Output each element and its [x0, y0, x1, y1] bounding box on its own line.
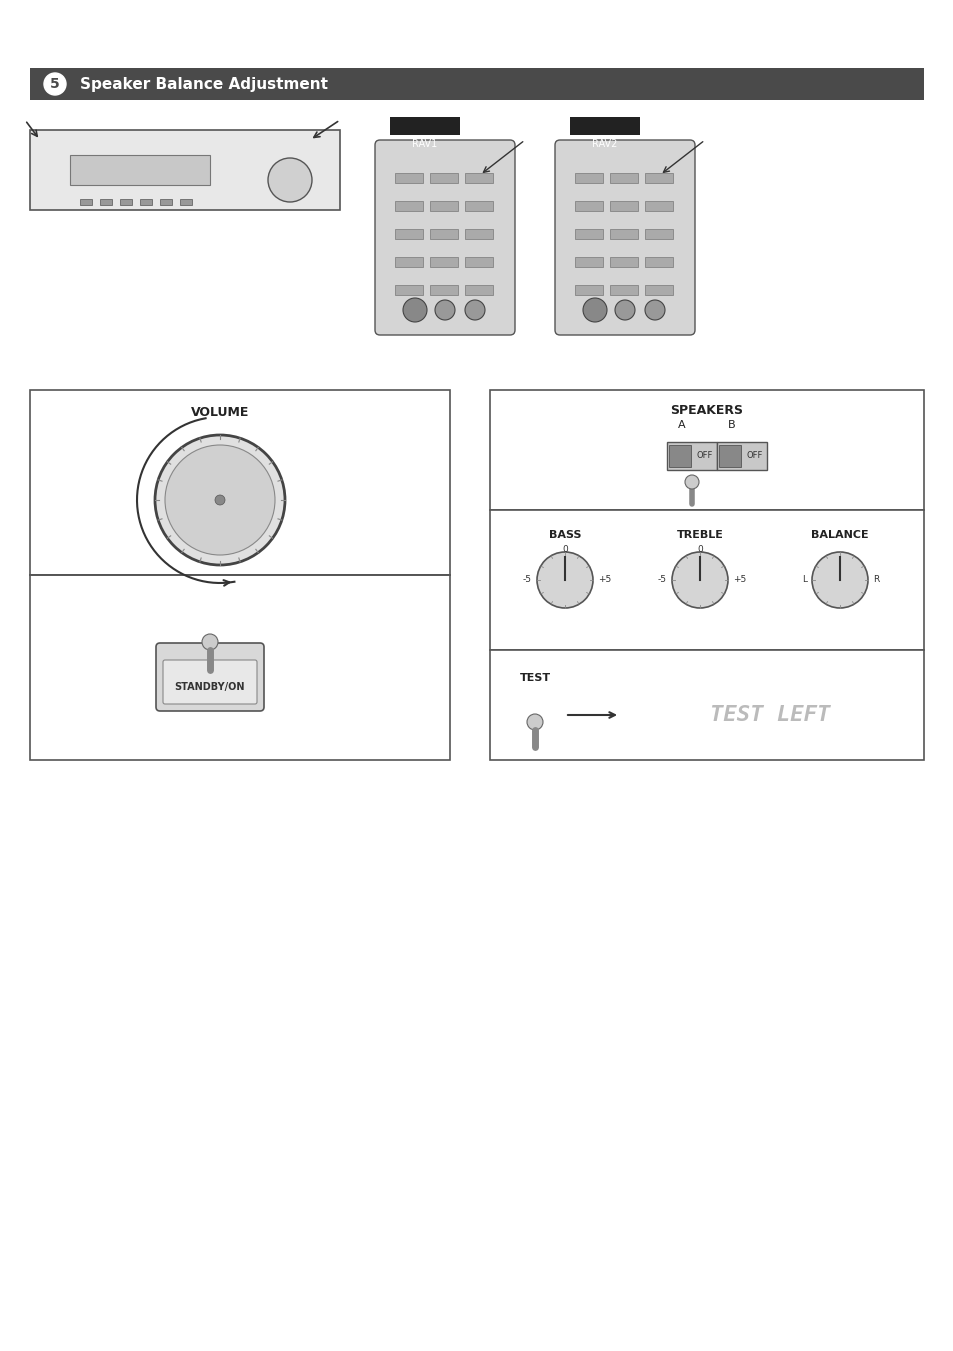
Text: Speaker Balance Adjustment: Speaker Balance Adjustment	[80, 77, 328, 92]
Bar	[430, 201, 457, 211]
Bar	[490, 509, 923, 650]
Text: STANDBY/ON: STANDBY/ON	[174, 682, 245, 692]
Bar	[160, 199, 172, 205]
Circle shape	[165, 444, 274, 555]
Bar	[30, 130, 339, 209]
Text: 0: 0	[561, 546, 567, 554]
Bar	[644, 173, 672, 182]
Bar	[644, 230, 672, 239]
Text: A: A	[678, 420, 685, 430]
Circle shape	[154, 435, 285, 565]
FancyBboxPatch shape	[163, 661, 256, 704]
Bar	[30, 68, 923, 100]
Circle shape	[537, 553, 593, 608]
Bar	[395, 201, 422, 211]
Bar	[464, 257, 493, 267]
Text: OFF: OFF	[696, 451, 713, 461]
Bar	[609, 173, 638, 182]
Circle shape	[526, 713, 542, 730]
Bar	[180, 199, 192, 205]
Text: -5: -5	[522, 576, 532, 585]
Bar	[464, 230, 493, 239]
Bar	[609, 201, 638, 211]
Bar	[430, 173, 457, 182]
Bar	[464, 201, 493, 211]
Bar	[430, 230, 457, 239]
Bar	[644, 285, 672, 295]
Text: TREBLE: TREBLE	[676, 530, 722, 540]
Text: RAV1: RAV1	[412, 139, 437, 149]
Text: L: L	[801, 576, 806, 585]
Circle shape	[214, 494, 225, 505]
Circle shape	[684, 476, 699, 489]
Bar	[609, 230, 638, 239]
Bar	[30, 390, 450, 576]
Bar	[430, 285, 457, 295]
Text: RAV2: RAV2	[592, 139, 617, 149]
Bar	[430, 257, 457, 267]
Text: BALANCE: BALANCE	[810, 530, 868, 540]
Text: SPEAKERS: SPEAKERS	[670, 404, 742, 416]
Text: 5: 5	[51, 77, 60, 91]
Bar	[569, 118, 639, 135]
Text: 0: 0	[697, 546, 702, 554]
Bar	[120, 199, 132, 205]
Bar	[490, 650, 923, 761]
Circle shape	[582, 299, 606, 322]
Text: TEST: TEST	[518, 673, 550, 684]
Bar	[575, 285, 602, 295]
Circle shape	[44, 73, 66, 95]
Circle shape	[615, 300, 635, 320]
Bar	[80, 199, 91, 205]
Bar	[575, 173, 602, 182]
Bar	[609, 257, 638, 267]
Bar	[140, 199, 152, 205]
Bar	[666, 442, 717, 470]
Circle shape	[644, 300, 664, 320]
Circle shape	[202, 634, 218, 650]
Text: +5: +5	[732, 576, 745, 585]
Bar	[609, 285, 638, 295]
Bar	[668, 444, 690, 467]
Bar	[575, 230, 602, 239]
Text: B: B	[727, 420, 735, 430]
FancyBboxPatch shape	[375, 141, 515, 335]
Bar	[717, 442, 766, 470]
Circle shape	[435, 300, 455, 320]
Circle shape	[811, 553, 867, 608]
Circle shape	[464, 300, 484, 320]
Bar	[395, 230, 422, 239]
Text: +5: +5	[598, 576, 611, 585]
Bar	[395, 285, 422, 295]
Bar	[644, 201, 672, 211]
Text: VOLUME: VOLUME	[191, 405, 249, 419]
FancyBboxPatch shape	[156, 643, 264, 711]
Text: ON: ON	[672, 451, 685, 461]
Bar	[100, 199, 112, 205]
Text: OFF: OFF	[746, 451, 762, 461]
Bar	[644, 257, 672, 267]
Bar	[575, 257, 602, 267]
Text: TEST LEFT: TEST LEFT	[709, 705, 829, 725]
Bar	[30, 576, 450, 761]
Bar	[70, 155, 210, 185]
Circle shape	[268, 158, 312, 203]
Bar	[464, 173, 493, 182]
Bar	[395, 173, 422, 182]
Text: R: R	[872, 576, 879, 585]
Text: -5: -5	[658, 576, 666, 585]
Bar	[490, 390, 923, 509]
Bar	[719, 444, 740, 467]
FancyBboxPatch shape	[555, 141, 695, 335]
Bar	[464, 285, 493, 295]
Circle shape	[671, 553, 727, 608]
Bar	[390, 118, 459, 135]
Text: ON: ON	[721, 451, 735, 461]
Bar	[575, 201, 602, 211]
Circle shape	[402, 299, 427, 322]
Bar	[395, 257, 422, 267]
Text: BASS: BASS	[548, 530, 580, 540]
